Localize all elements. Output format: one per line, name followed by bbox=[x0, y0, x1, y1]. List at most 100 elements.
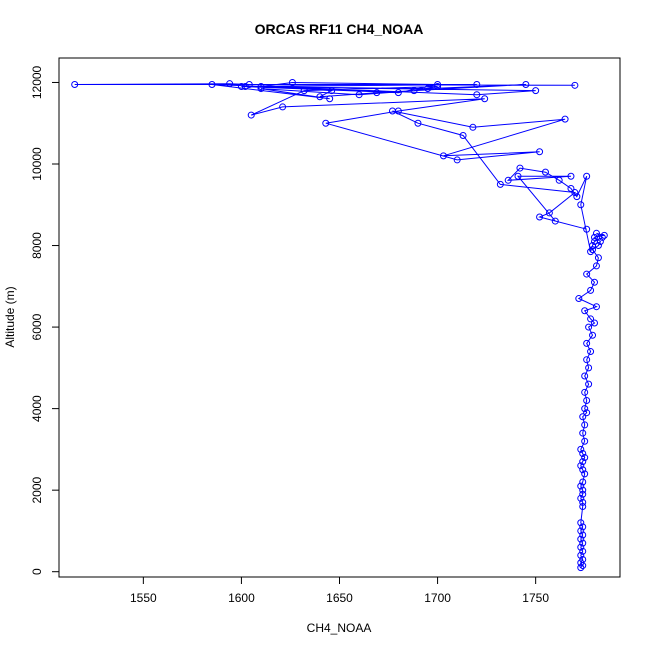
y-tick-label: 10000 bbox=[30, 147, 44, 181]
data-point bbox=[583, 270, 591, 278]
y-tick-label: 0 bbox=[30, 568, 44, 575]
data-point bbox=[410, 87, 418, 95]
y-tick-label: 2000 bbox=[30, 476, 44, 503]
data-point bbox=[316, 93, 324, 101]
x-tick-label: 1650 bbox=[326, 591, 353, 605]
data-point bbox=[326, 95, 334, 103]
data-point bbox=[589, 246, 597, 254]
data-point bbox=[579, 490, 587, 498]
data-point bbox=[424, 85, 432, 93]
x-tick-label: 1700 bbox=[424, 591, 451, 605]
ch4-series-points bbox=[71, 78, 608, 572]
x-axis: 1550 1600 1650 1700 1750 bbox=[130, 576, 549, 605]
data-point bbox=[577, 201, 585, 209]
data-point bbox=[589, 331, 597, 339]
data-point bbox=[579, 458, 587, 466]
data-point bbox=[592, 303, 600, 311]
data-point bbox=[581, 421, 589, 429]
data-point bbox=[585, 364, 593, 372]
data-point bbox=[579, 502, 587, 510]
data-point bbox=[592, 229, 600, 237]
data-point bbox=[583, 172, 591, 180]
data-point bbox=[579, 547, 587, 555]
ch4-series-line bbox=[74, 81, 605, 568]
y-axis-label: Altitude (m) bbox=[3, 286, 17, 347]
y-tick-label: 4000 bbox=[30, 395, 44, 422]
data-point bbox=[581, 388, 589, 396]
data-point bbox=[328, 87, 336, 95]
data-point bbox=[579, 539, 587, 547]
data-point bbox=[579, 429, 587, 437]
data-point bbox=[587, 348, 595, 356]
data-point bbox=[579, 523, 587, 531]
x-tick-label: 1600 bbox=[228, 591, 255, 605]
data-point bbox=[585, 380, 593, 388]
data-point bbox=[545, 209, 553, 217]
data-point bbox=[373, 89, 381, 97]
data-point bbox=[522, 81, 530, 89]
data-point bbox=[583, 225, 591, 233]
data-point bbox=[247, 111, 255, 119]
data-point bbox=[459, 131, 467, 139]
data-point bbox=[594, 254, 602, 262]
data-point bbox=[587, 315, 595, 323]
data-point bbox=[579, 478, 587, 486]
data-point bbox=[577, 445, 585, 453]
data-point bbox=[555, 176, 563, 184]
data-point bbox=[434, 81, 442, 89]
data-point bbox=[583, 339, 591, 347]
data-point bbox=[439, 152, 447, 160]
data-point bbox=[536, 213, 544, 221]
data-point bbox=[536, 148, 544, 156]
data-point bbox=[469, 123, 477, 131]
y-tick-label: 6000 bbox=[30, 313, 44, 340]
data-point bbox=[226, 80, 234, 88]
data-point bbox=[237, 83, 245, 91]
data-point bbox=[504, 176, 512, 184]
data-point bbox=[288, 78, 296, 86]
data-point bbox=[592, 262, 600, 270]
data-point bbox=[583, 409, 591, 417]
y-tick-label: 12000 bbox=[30, 65, 44, 99]
data-point bbox=[394, 107, 402, 115]
data-point bbox=[591, 233, 598, 241]
data-point bbox=[575, 295, 583, 303]
data-point bbox=[591, 319, 598, 327]
data-point bbox=[579, 449, 587, 457]
data-point bbox=[579, 413, 587, 421]
data-point bbox=[257, 83, 265, 91]
data-point bbox=[591, 237, 598, 245]
data-point bbox=[322, 119, 330, 127]
data-point bbox=[71, 81, 79, 89]
y-tick-label: 8000 bbox=[30, 232, 44, 259]
y-axis: 0 2000 4000 6000 8000 10000 12000 bbox=[30, 65, 60, 575]
data-point bbox=[581, 470, 589, 478]
data-point bbox=[551, 217, 559, 225]
data-point bbox=[257, 85, 265, 93]
data-point bbox=[573, 193, 581, 201]
data-point bbox=[300, 87, 308, 95]
data-point bbox=[581, 372, 589, 380]
data-point bbox=[541, 168, 549, 176]
data-point bbox=[598, 233, 606, 241]
data-point bbox=[571, 189, 579, 197]
data-point bbox=[577, 462, 585, 470]
data-point bbox=[279, 103, 287, 111]
data-point bbox=[583, 356, 591, 364]
data-point bbox=[579, 555, 587, 563]
data-point bbox=[581, 405, 589, 413]
data-point bbox=[355, 91, 363, 99]
plot-frame bbox=[58, 57, 621, 578]
data-point bbox=[514, 172, 522, 180]
data-point bbox=[577, 543, 585, 551]
data-point bbox=[577, 527, 585, 535]
data-point bbox=[245, 81, 253, 89]
data-point bbox=[585, 323, 593, 331]
data-point bbox=[587, 248, 595, 256]
data-point bbox=[581, 454, 589, 462]
data-point bbox=[579, 498, 587, 506]
data-point bbox=[583, 396, 591, 404]
data-point bbox=[473, 81, 481, 89]
data-point bbox=[577, 519, 585, 527]
data-point bbox=[589, 242, 597, 250]
